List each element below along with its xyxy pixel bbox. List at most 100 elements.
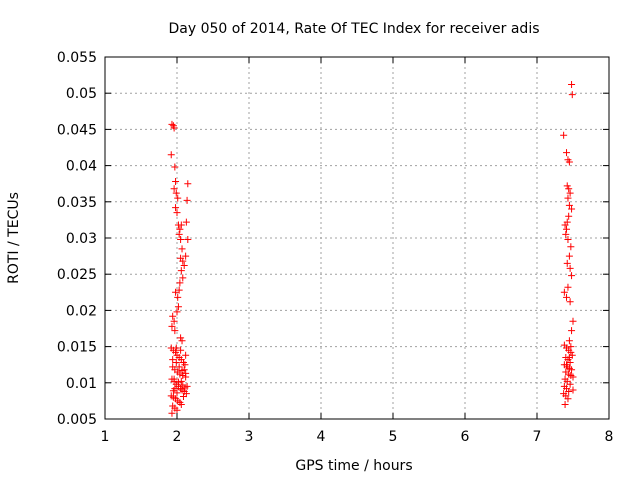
y-tick-label: 0.005 — [57, 412, 97, 428]
data-point — [569, 373, 577, 381]
data-point — [566, 380, 574, 388]
data-point — [172, 359, 180, 367]
data-point — [180, 262, 188, 270]
data-point — [172, 178, 180, 186]
x-tick-label: 2 — [173, 429, 182, 445]
data-point — [564, 283, 572, 291]
data-point — [172, 348, 180, 356]
data-point — [563, 293, 571, 301]
data-point — [177, 401, 185, 409]
y-tick-label: 0.025 — [57, 267, 97, 283]
y-tick-label: 0.05 — [66, 86, 97, 102]
data-point — [179, 274, 187, 282]
data-point — [170, 124, 178, 132]
data-point — [180, 366, 188, 374]
data-point — [168, 120, 176, 128]
y-tick-labels: 0.005 0.01 0.015 0.02 0.025 0.03 0.035 0.04 0.04… — [57, 50, 97, 428]
data-point — [168, 409, 176, 417]
y-tick-label: 0.03 — [66, 231, 97, 247]
data-point — [565, 212, 573, 220]
data-point — [177, 235, 185, 243]
data-point — [171, 385, 179, 393]
data-point — [171, 163, 179, 171]
data-point — [568, 205, 576, 213]
data-point — [565, 201, 573, 209]
data-point — [173, 389, 181, 397]
data-point — [569, 386, 577, 394]
data-point — [171, 327, 179, 335]
x-tick-label: 8 — [605, 429, 614, 445]
x-tick-label: 3 — [245, 429, 254, 445]
data-point — [178, 245, 186, 253]
x-tick-label: 4 — [317, 429, 326, 445]
data-point — [168, 322, 176, 330]
data-point — [565, 387, 573, 395]
data-point — [170, 317, 178, 325]
grid — [105, 57, 609, 419]
data-point — [173, 209, 181, 217]
x-tick-labels: 1 2 3 4 5 6 7 8 — [101, 429, 614, 445]
data-point — [182, 218, 190, 226]
data-point — [568, 91, 576, 99]
y-tick-label: 0.045 — [57, 122, 97, 138]
data-point — [175, 230, 183, 238]
data-point — [568, 366, 576, 374]
y-axis-title: ROTI / TECUs — [6, 192, 22, 284]
data-point — [177, 221, 185, 229]
data-point — [179, 257, 187, 265]
data-point — [568, 81, 576, 89]
data-point — [177, 346, 185, 354]
x-tick-label: 1 — [101, 429, 110, 445]
data-point — [173, 308, 181, 316]
data-point — [561, 401, 569, 409]
data-point — [563, 259, 571, 267]
data-point — [563, 182, 571, 190]
data-point — [569, 317, 577, 325]
data-point — [565, 158, 573, 166]
data-point — [563, 361, 571, 369]
data-point — [565, 353, 573, 361]
data-point — [176, 225, 184, 233]
data-point — [565, 337, 573, 345]
data-point — [170, 375, 178, 383]
data-point — [173, 406, 181, 414]
data-point — [172, 288, 180, 296]
data-point — [174, 378, 182, 386]
data-point — [172, 189, 180, 197]
data-point — [174, 293, 182, 301]
data-point — [177, 377, 185, 385]
y-tick-label: 0.055 — [57, 50, 97, 66]
data-point — [182, 390, 190, 398]
data-point — [566, 298, 574, 306]
data-point — [564, 395, 572, 403]
data-point — [172, 344, 180, 352]
data-point — [560, 131, 568, 139]
data-point — [172, 204, 180, 212]
data-point — [176, 279, 184, 287]
data-point — [181, 361, 189, 369]
data-point — [182, 351, 190, 359]
data-point — [170, 185, 178, 193]
data-point — [560, 288, 568, 296]
data-point — [174, 194, 182, 202]
data-point — [178, 337, 186, 345]
chart-title: Day 050 of 2014, Rate Of TEC Index for r… — [168, 21, 539, 37]
data-point — [563, 225, 571, 233]
data-point — [563, 377, 571, 385]
data-point — [183, 196, 191, 204]
data-point — [565, 252, 573, 260]
data-point — [561, 221, 569, 229]
data-point — [183, 382, 191, 390]
data-point — [566, 264, 574, 272]
data-point — [566, 189, 574, 197]
data-point — [177, 334, 185, 342]
axis-ticks — [104, 56, 610, 420]
data-point — [182, 252, 190, 260]
data-point — [568, 327, 576, 335]
data-point — [563, 149, 571, 157]
data-point — [562, 230, 570, 238]
data-point — [567, 343, 575, 351]
x-tick-label: 7 — [533, 429, 542, 445]
